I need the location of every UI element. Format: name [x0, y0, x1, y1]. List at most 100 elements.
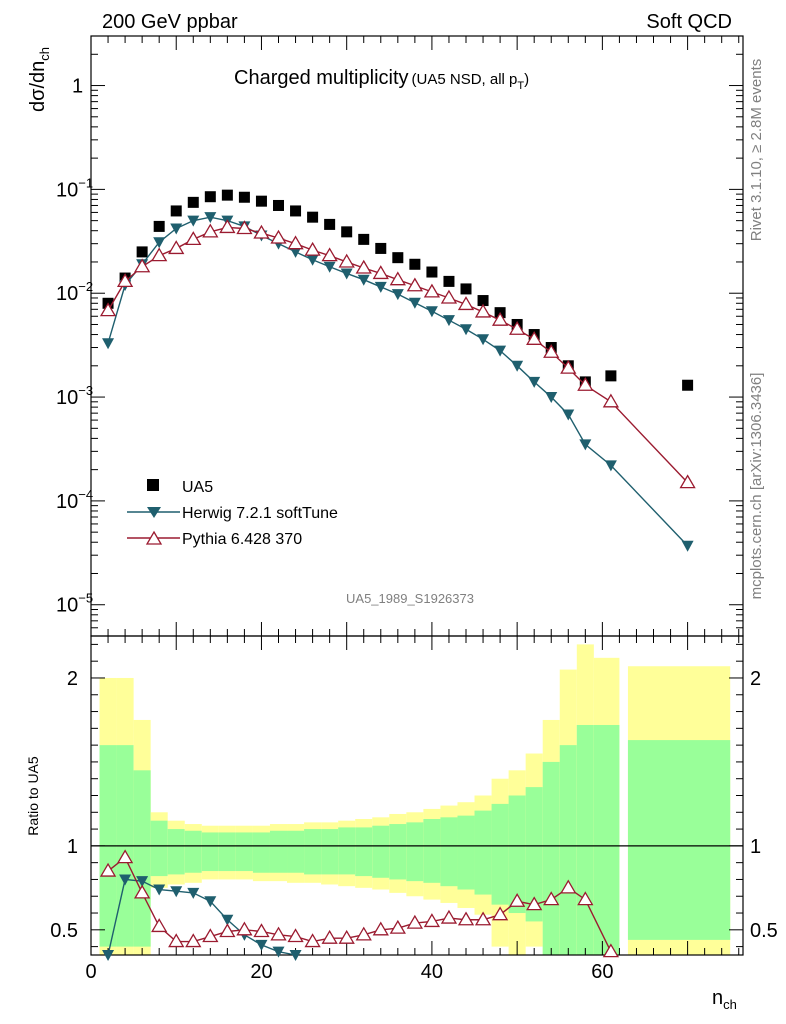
ratio-band-inner	[167, 829, 185, 875]
ratio-pythia-point	[321, 929, 338, 944]
main-pythia-point	[253, 224, 270, 239]
main-ua5-point	[136, 246, 148, 258]
ratio-band-inner	[542, 761, 560, 955]
main-herwig-point	[323, 261, 336, 273]
ratio-pythia-point	[236, 921, 253, 936]
main-herwig-point	[442, 315, 455, 327]
ratio-herwig-point	[187, 887, 200, 899]
ratio-y-tick-label-right: 1	[750, 836, 761, 858]
ratio-band-inner	[440, 817, 458, 887]
ratio-y-tick-label-right: 0.5	[750, 920, 778, 942]
main-ua5-point	[605, 370, 617, 382]
main-pythia-point	[236, 220, 253, 235]
main-herwig-point	[391, 289, 404, 301]
main-series	[99, 189, 696, 552]
ratio-herwig-point	[136, 876, 149, 888]
ratio-pythia-point	[423, 913, 441, 928]
main-ua5-point	[255, 195, 267, 207]
main-herwig-point	[374, 281, 387, 293]
ratio-band-inner	[593, 724, 620, 955]
main-ua5-point	[392, 252, 404, 264]
main-herwig-point	[340, 268, 353, 280]
ratio-y-tick-label: 2	[67, 668, 78, 690]
ratio-pythia-point	[577, 891, 594, 906]
legend-label-pythia: Pythia 6.428 370	[182, 531, 302, 548]
main-y-tick-label: 10−3	[56, 383, 93, 409]
ratio-pythia-point	[406, 914, 424, 929]
legend: UA5 Herwig 7.2.1 softTune Pythia 6.428 3…	[127, 479, 338, 548]
header-left: 200 GeV ppbar	[102, 11, 238, 33]
main-axes: 10−5 10−4 10−3 10−2 10−1 1	[56, 35, 744, 637]
legend-marker-herwig	[147, 507, 161, 518]
main-ua5-point	[409, 258, 421, 270]
ratio-band-inner	[508, 795, 526, 914]
main-y-tick-label: 10−4	[56, 487, 93, 513]
main-pythia-point	[338, 253, 355, 268]
legend-label-ua5: UA5	[182, 479, 213, 496]
ratio-pythia-point	[134, 884, 151, 899]
ratio-pythia-point	[355, 926, 372, 941]
main-herwig-point	[170, 223, 183, 235]
ratio-band-inner	[627, 740, 731, 940]
ratio-band-inner	[491, 803, 509, 905]
ratio-band-inner	[372, 825, 390, 878]
main-pythia-line	[107, 226, 689, 484]
y-axis-label: dσ/dnch	[27, 47, 52, 112]
ratio-band-inner	[133, 770, 151, 947]
ratio-band-inner	[304, 829, 322, 875]
ratio-band-inner	[235, 832, 253, 872]
main-ua5-point	[307, 211, 319, 223]
main-pythia-point	[457, 296, 475, 311]
ratio-y-tick-label-right: 2	[750, 668, 761, 690]
main-ua5-point	[204, 191, 216, 203]
main-herwig-point	[511, 360, 524, 372]
main-y-tick-label: 10−2	[56, 279, 93, 305]
main-herwig-point	[187, 215, 200, 227]
main-herwig-point	[494, 345, 507, 357]
main-pythia-point	[509, 320, 526, 335]
main-herwig-point	[425, 306, 438, 318]
ratio-pythia-point	[543, 891, 560, 906]
main-herwig-point	[545, 392, 558, 404]
watermark: UA5_1989_S1926373	[346, 591, 474, 606]
main-pythia-point	[577, 376, 594, 391]
main-pythia-point	[99, 302, 117, 317]
main-pythia-point	[679, 474, 696, 489]
ratio-band-inner	[474, 810, 492, 895]
ratio-band-inner	[150, 820, 168, 877]
ratio-pythia-point	[602, 943, 620, 958]
plot-title: Charged multiplicity (UA5 NSD, all pT)	[234, 67, 529, 92]
ratio-pythia-point	[99, 862, 117, 877]
main-pythia-point	[423, 283, 441, 298]
main-pythia-point	[440, 289, 458, 304]
ratio-y-label: Ratio to UA5	[25, 756, 41, 836]
ratio-band-inner	[355, 827, 373, 877]
y-axis-label-main: dσ/dn	[27, 61, 49, 112]
main-ua5-point	[170, 205, 182, 217]
main-pythia-point	[389, 271, 406, 286]
main-herwig-point	[562, 409, 575, 421]
main-herwig-point	[153, 237, 166, 249]
x-tick-label: 40	[421, 961, 443, 983]
ratio-pythia-point	[270, 926, 287, 941]
main-pythia-point	[219, 219, 236, 234]
main-herwig-point	[579, 439, 592, 451]
ratio-pythia-point	[509, 892, 526, 907]
main-ua5-point	[426, 266, 438, 278]
ratio-band-inner	[423, 819, 441, 883]
main-y-tick-exponent: −5	[78, 591, 93, 606]
ratio-pythia-point	[338, 929, 355, 944]
x-axis-label-sub: ch	[723, 997, 737, 1012]
ratio-y-tick-label: 0.5	[50, 920, 78, 942]
legend-label-herwig: Herwig 7.2.1 softTune	[182, 505, 338, 522]
main-pythia-point	[372, 265, 389, 280]
ratio-pythia-point	[526, 896, 543, 911]
ratio-herwig-point	[221, 914, 234, 926]
ratio-herwig-point	[170, 886, 183, 898]
main-y-tick-exponent: −2	[78, 279, 93, 294]
main-herwig-point	[460, 324, 473, 336]
main-pythia-point	[185, 231, 202, 246]
ratio-pythia-point	[151, 918, 168, 933]
plot-title-suffix: (UA5 NSD, all p	[412, 71, 518, 88]
